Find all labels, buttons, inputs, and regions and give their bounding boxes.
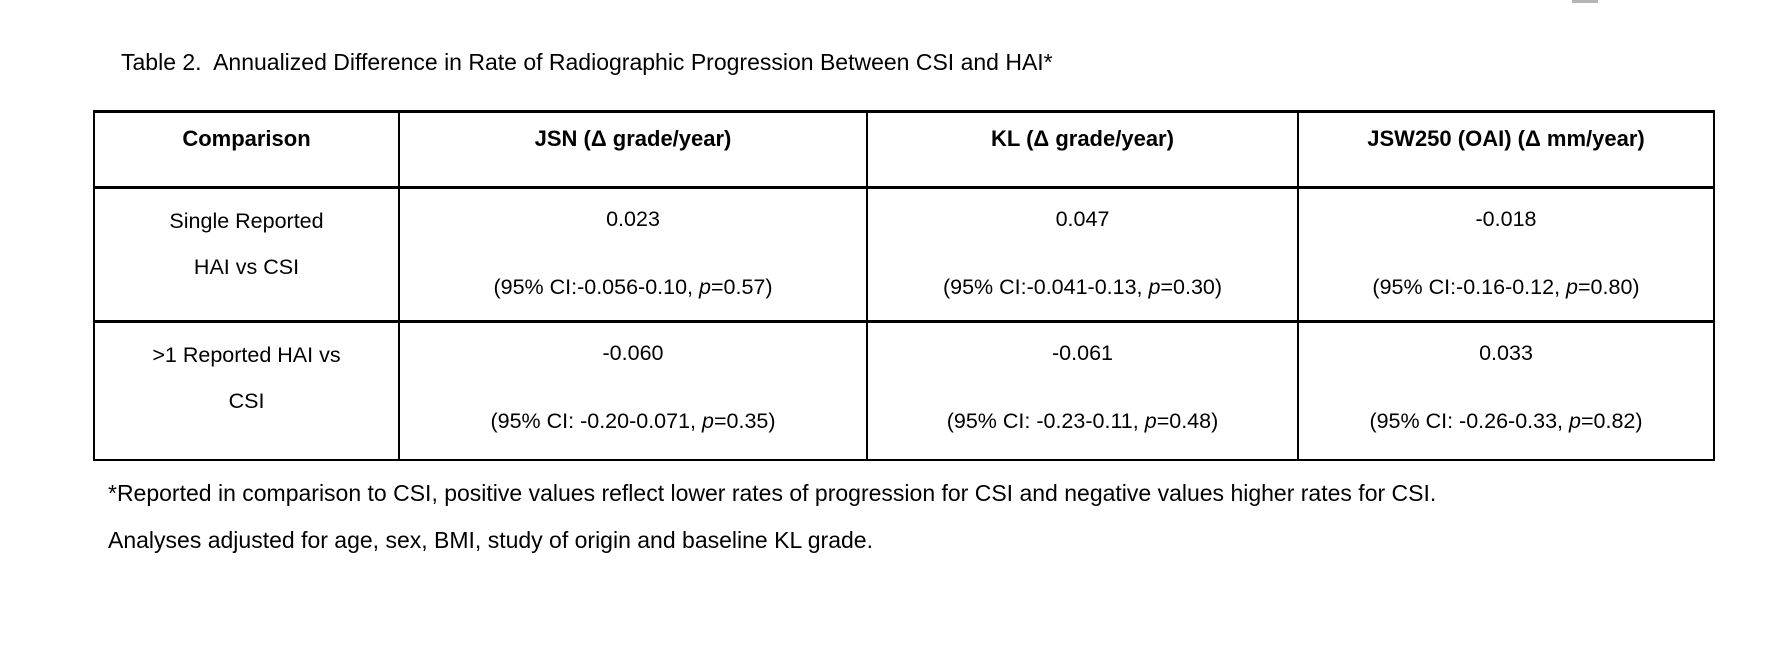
- top-edge-artifact: [1572, 0, 1598, 3]
- table-row-multi-reported: >1 Reported HAI vs CSI -0.060 (95% CI: -…: [93, 320, 1715, 461]
- header-row: Comparison JSN (Δ grade/year) KL (Δ grad…: [93, 110, 1715, 189]
- ci-prefix: (95% CI: -0.20-0.071,: [490, 409, 702, 433]
- ci-text: (95% CI: -0.26-0.33, p=0.82): [1305, 400, 1707, 442]
- effect-value: -0.018: [1475, 207, 1537, 231]
- value-cell-kl: 0.047 (95% CI:-0.041-0.13, p=0.30): [866, 186, 1299, 323]
- effect-value: -0.060: [602, 341, 664, 365]
- p-value: =0.82): [1580, 409, 1643, 433]
- ci-prefix: (95% CI:-0.041-0.13,: [942, 275, 1149, 299]
- comparison-label-line: Single Reported: [169, 209, 324, 233]
- p-italic: p: [1148, 275, 1161, 299]
- comparison-label-line: >1 Reported HAI vs: [152, 343, 341, 367]
- comparison-cell: >1 Reported HAI vs CSI: [93, 320, 400, 461]
- p-italic: p: [702, 409, 714, 433]
- ci-text: (95% CI: -0.20-0.071, p=0.35): [406, 400, 860, 442]
- ci-prefix: (95% CI: -0.23-0.11,: [946, 409, 1145, 433]
- comparison-cell: Single Reported HAI vs CSI: [93, 186, 400, 323]
- ci-text: (95% CI:-0.041-0.13, p=0.30): [874, 266, 1291, 308]
- ci-text: (95% CI:-0.056-0.10, p=0.57): [406, 266, 860, 308]
- value-cell-jsn: 0.023 (95% CI:-0.056-0.10, p=0.57): [398, 186, 868, 323]
- table-caption: Table 2. Annualized Difference in Rate o…: [121, 49, 1053, 75]
- ci-text: (95% CI: -0.23-0.11, p=0.48): [874, 400, 1291, 442]
- p-value: =0.30): [1160, 275, 1223, 299]
- table-row-single-reported: Single Reported HAI vs CSI 0.023 (95% CI…: [93, 186, 1715, 323]
- comparison-label-line: CSI: [228, 389, 265, 413]
- p-value: =0.57): [710, 275, 773, 299]
- value-cell-jsn: -0.060 (95% CI: -0.20-0.071, p=0.35): [398, 320, 868, 461]
- column-header-jsw250: JSW250 (OAI) (Δ mm/year): [1297, 110, 1715, 189]
- value-cell-jsw250: 0.033 (95% CI: -0.26-0.33, p=0.82): [1297, 320, 1715, 461]
- p-value: =0.80): [1578, 275, 1640, 299]
- table-footnote: *Reported in comparison to CSI, positive…: [108, 480, 1437, 553]
- effect-value: 0.023: [606, 207, 660, 231]
- effect-value: 0.047: [1055, 207, 1110, 231]
- p-italic: p: [1144, 409, 1157, 433]
- comparison-label-line: HAI vs CSI: [193, 255, 300, 279]
- ci-prefix: (95% CI: -0.26-0.33,: [1369, 409, 1570, 433]
- value-cell-kl: -0.061 (95% CI: -0.23-0.11, p=0.48): [866, 320, 1299, 461]
- p-italic: p: [1569, 409, 1581, 433]
- effect-value: 0.033: [1479, 341, 1533, 365]
- p-italic: p: [699, 275, 711, 299]
- ci-text: (95% CI:-0.16-0.12, p=0.80): [1305, 266, 1707, 308]
- effect-value: -0.061: [1052, 341, 1113, 365]
- results-table: Comparison JSN (Δ grade/year) KL (Δ grad…: [93, 110, 1715, 461]
- ci-prefix: (95% CI:-0.16-0.12,: [1372, 275, 1567, 299]
- ci-prefix: (95% CI:-0.056-0.10,: [493, 275, 700, 299]
- value-cell-jsw250: -0.018 (95% CI:-0.16-0.12, p=0.80): [1297, 186, 1715, 323]
- p-value: =0.35): [713, 409, 776, 433]
- p-italic: p: [1566, 275, 1578, 299]
- column-header-kl: KL (Δ grade/year): [866, 110, 1299, 189]
- column-header-jsn: JSN (Δ grade/year): [398, 110, 868, 189]
- column-header-comparison: Comparison: [93, 110, 400, 189]
- p-value: =0.48): [1156, 409, 1219, 433]
